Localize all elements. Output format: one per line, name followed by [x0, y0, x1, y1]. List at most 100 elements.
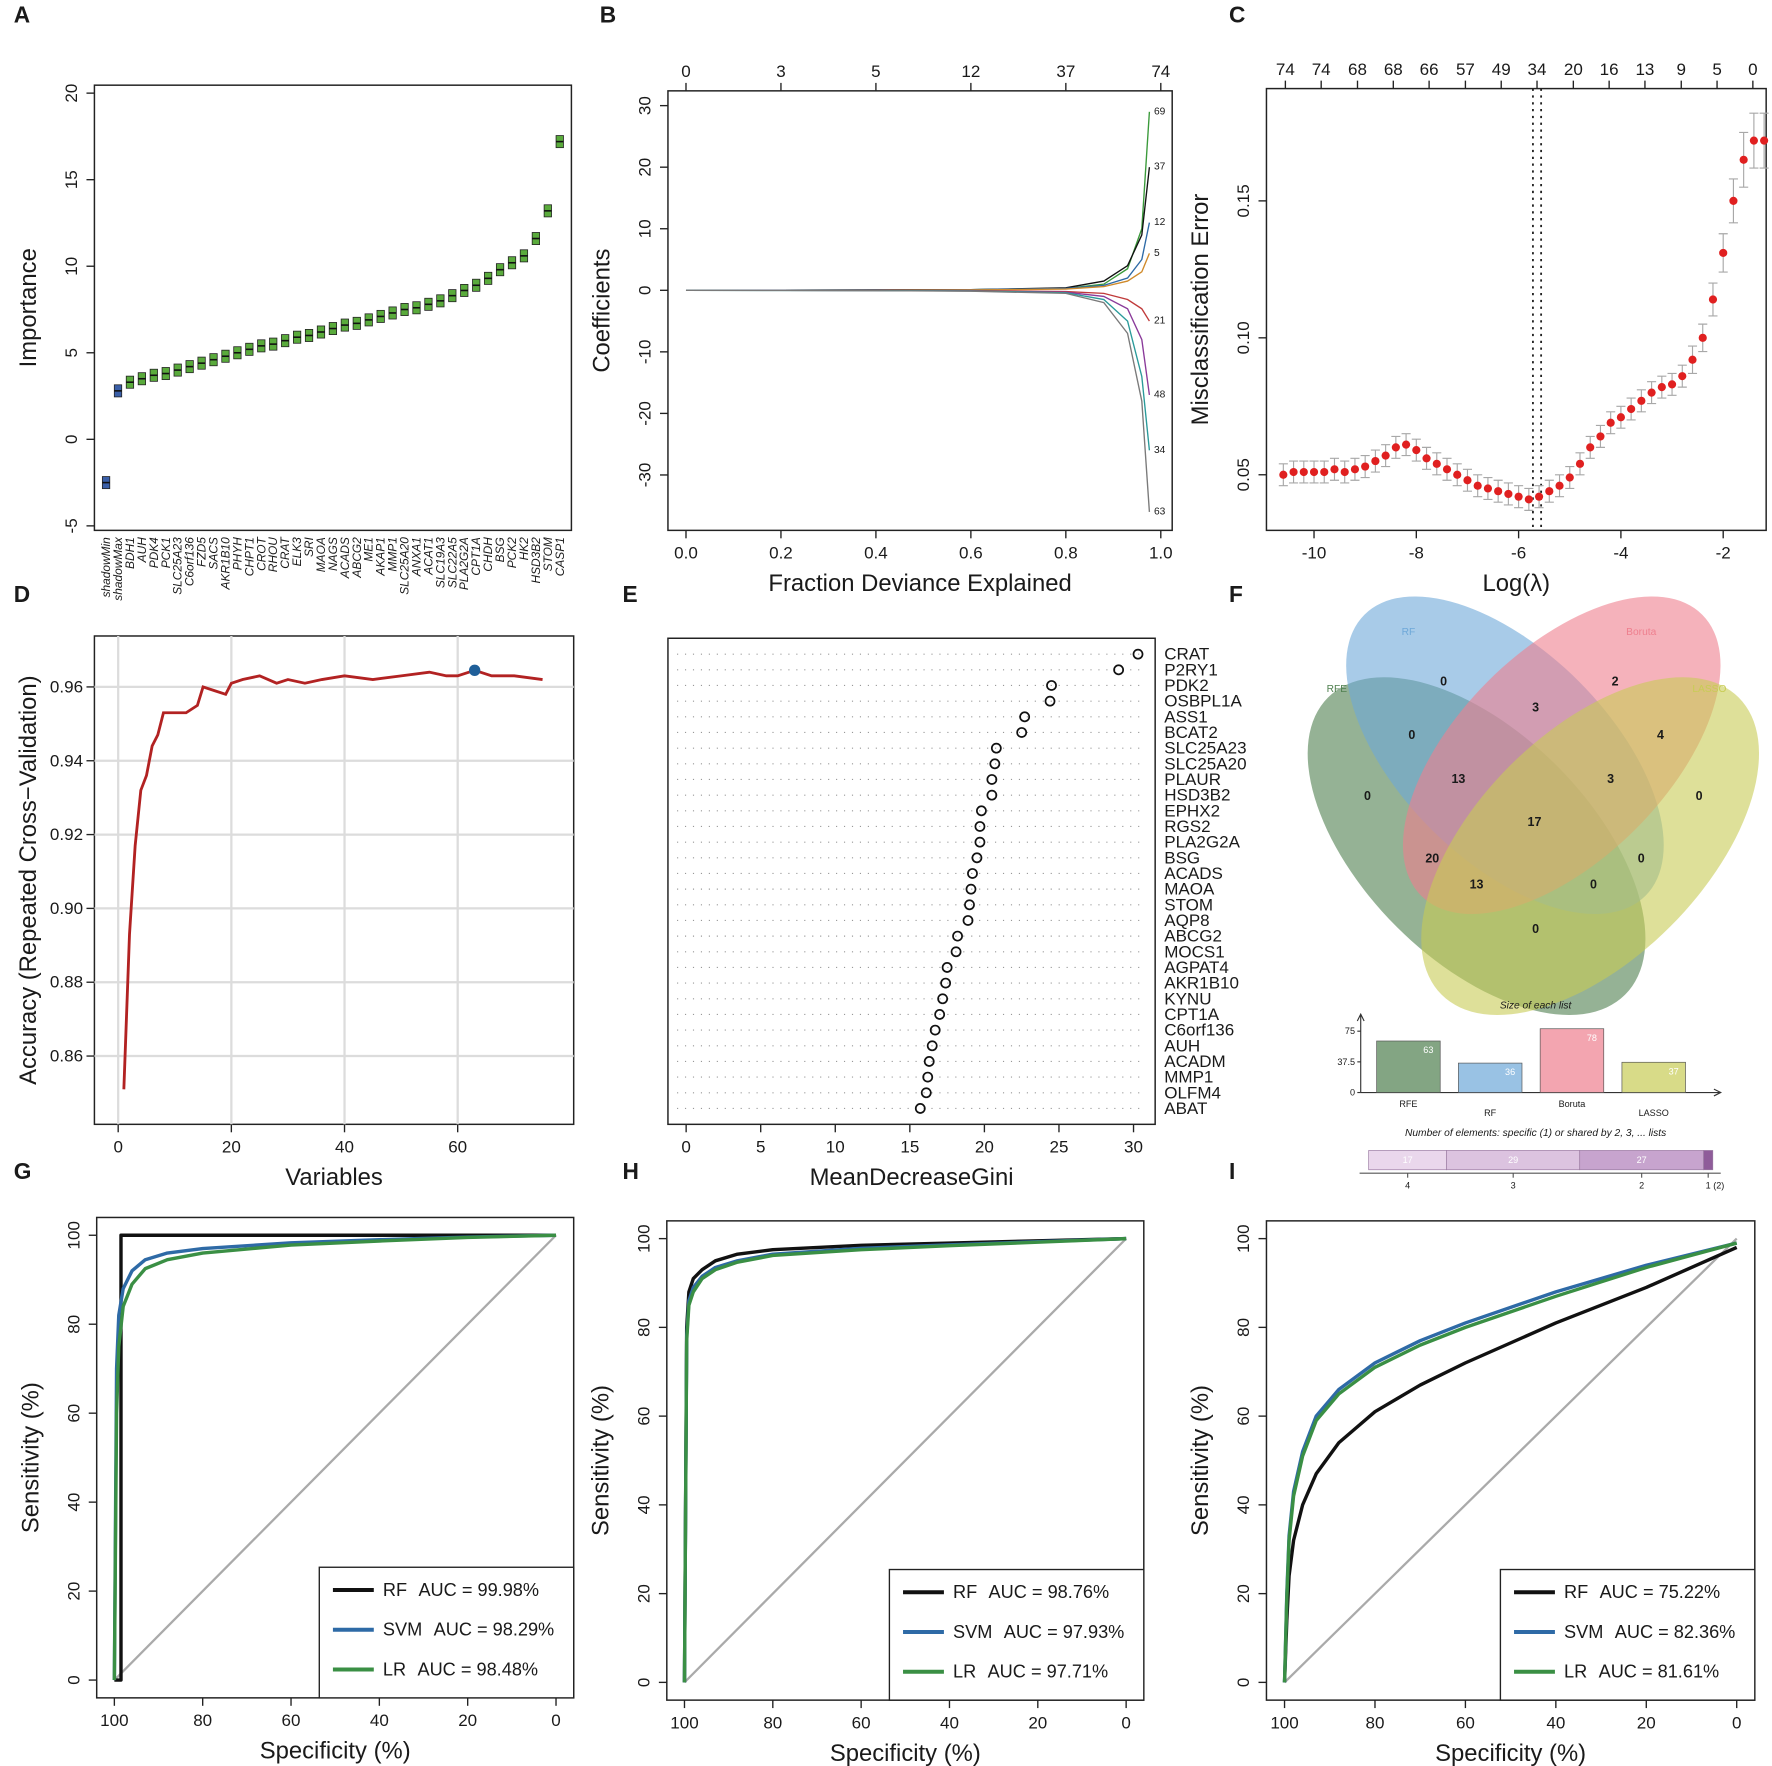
bar-tick-label: 0 [1350, 1088, 1355, 1098]
x-tick-label: 20 [975, 1138, 994, 1157]
point [1729, 196, 1738, 205]
dot [937, 993, 949, 1005]
bar-value-label: 78 [1587, 1033, 1597, 1043]
x-tick-label: -10 [1302, 544, 1327, 563]
category-label: CROT [254, 536, 268, 570]
category-label: KYNU [1164, 989, 1211, 1008]
y-tick-label: 0.96 [50, 677, 83, 696]
legend-auc: AUC = 98.29% [434, 1620, 555, 1640]
dot [974, 821, 986, 832]
top-tick-label: 12 [961, 62, 980, 81]
y-tick-label: 60 [64, 1404, 83, 1423]
top-tick-label: 5 [1712, 60, 1721, 79]
dot [934, 1009, 946, 1020]
panel-roc: G 0 20 40 60 80 100 100 80 60 40 20 0 Specificity (%)… [14, 1158, 575, 1765]
legend-auc: AUC = 75.22% [1600, 1582, 1721, 1602]
panel-letter: G [14, 1158, 32, 1184]
point [1524, 495, 1533, 504]
legend-entry: LR AUC = 81.61% [1564, 1662, 1719, 1682]
category-label: MMP1 [1164, 1068, 1213, 1087]
panel-roc: I 0 20 40 60 80 100 100 80 60 40 20 0 Specificity (%)… [1187, 1158, 1756, 1766]
y-tick-label: 10 [636, 219, 655, 238]
venn-count: 0 [1408, 728, 1415, 742]
y-tick-label: 20 [1234, 1584, 1253, 1603]
category-label: ASS1 [1164, 707, 1208, 726]
legend-auc: AUC = 98.76% [989, 1582, 1110, 1602]
bar-category-label: LASSO [1639, 1108, 1669, 1118]
category-label: BCAT2 [1164, 723, 1218, 742]
x-tick-label: 80 [763, 1713, 782, 1732]
x-tick-label: 100 [1270, 1713, 1298, 1732]
point [1350, 465, 1360, 474]
point [1442, 465, 1452, 474]
category-label: shadowMin [99, 537, 113, 598]
point [1708, 295, 1718, 304]
venn-count: 20 [1425, 852, 1439, 866]
category-label: ABAT [1164, 1099, 1207, 1118]
point [1309, 467, 1319, 477]
legend-name: SVM [383, 1620, 422, 1640]
category-label: AKAP1 [374, 537, 388, 576]
legend-name: SVM [1564, 1622, 1603, 1642]
category-label: PCK2 [505, 537, 519, 568]
series-end-label: 12 [1154, 217, 1166, 228]
legend-auc: AUC = 97.71% [988, 1662, 1109, 1682]
venn-count: 13 [1470, 878, 1484, 892]
bar-category-label: RF [1484, 1108, 1497, 1118]
y-tick-label: 0.05 [1234, 458, 1253, 491]
top-tick-label: 74 [1276, 60, 1295, 79]
category-label: ACADS [338, 537, 352, 579]
series-end-label: 69 [1154, 106, 1166, 117]
x-tick-label: 0 [551, 1711, 560, 1730]
point [1719, 248, 1728, 258]
category-label: HSD3B2 [1164, 786, 1230, 805]
bar [1376, 1040, 1441, 1093]
series-end-label: 48 [1154, 389, 1166, 400]
series-end-label: 37 [1154, 162, 1166, 173]
shared-label: 4 [1405, 1181, 1410, 1191]
point [1647, 388, 1656, 397]
point [1514, 492, 1523, 501]
y-tick-label: 0 [62, 435, 81, 444]
legend-auc: AUC = 82.36% [1615, 1622, 1736, 1642]
y-tick-label: 80 [635, 1318, 654, 1337]
point [1555, 481, 1564, 490]
x-tick-label: 10 [826, 1138, 845, 1157]
point [1749, 136, 1758, 145]
venn-set-label: RFE [1327, 684, 1348, 695]
bar [1539, 1028, 1605, 1093]
legend-entry: SVM AUC = 98.29% [383, 1620, 554, 1640]
y-axis-title: Accuracy (Repeated Cross−Validation) [15, 675, 42, 1084]
panel-letter: A [14, 2, 30, 28]
point [1381, 451, 1390, 460]
x-tick-label: 0.2 [769, 544, 793, 563]
category-label: CPT1A [1164, 1005, 1219, 1024]
dot [989, 758, 1001, 770]
category-label: PLA2G2A [457, 537, 471, 590]
dot [986, 789, 998, 801]
point [1637, 396, 1646, 405]
plot-frame [93, 84, 573, 532]
category-label: PDK2 [1164, 676, 1208, 695]
shared-value-label: 27 [1637, 1155, 1647, 1165]
category-label: BSG [1164, 848, 1200, 867]
panel-line: D 0.86 0.88 0.90 0.92 0.94 0.96 0 20 40 60 Variable… [14, 581, 575, 1191]
top-tick-label: 34 [1528, 60, 1547, 79]
dot [976, 805, 987, 817]
point [1289, 467, 1298, 477]
point [1545, 487, 1554, 496]
x-axis-title: Variables [285, 1164, 383, 1191]
category-label: MAOA [1164, 880, 1215, 899]
dot [923, 1056, 935, 1067]
x-tick-label: 40 [1546, 1713, 1565, 1732]
bar-value-label: 63 [1423, 1045, 1433, 1055]
legend-name: RF [953, 1582, 977, 1602]
panel-letter: C [1229, 2, 1245, 28]
dot [965, 883, 977, 895]
venn-count: 17 [1528, 815, 1542, 829]
bar-value-label: 37 [1669, 1066, 1679, 1076]
category-label: STOM [1164, 895, 1213, 914]
x-tick-label: 20 [1028, 1713, 1047, 1732]
